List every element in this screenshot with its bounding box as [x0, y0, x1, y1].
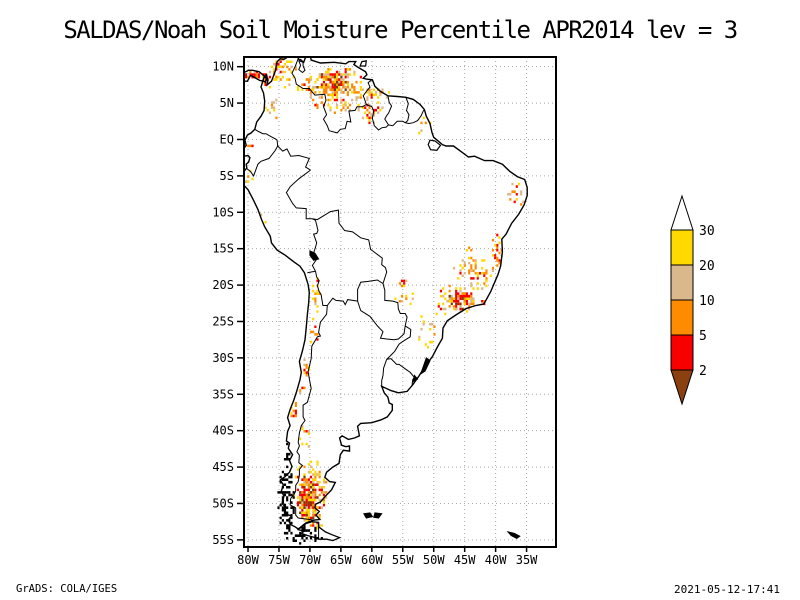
country-border	[384, 95, 393, 126]
country-border	[277, 145, 311, 171]
country-border	[289, 305, 328, 521]
lon-tick-label: 75W	[268, 553, 290, 567]
country-border	[245, 145, 279, 177]
lat-tick-label: 10N	[212, 60, 234, 74]
colorbar: 30 20 10 5 2	[670, 194, 715, 406]
lat-tick-label: 45S	[212, 460, 234, 474]
lat-tick-label: 10S	[212, 205, 234, 219]
colorbar-segment	[670, 264, 694, 301]
coastlines-and-borders	[244, 57, 528, 542]
lon-tick-label: 35W	[516, 553, 538, 567]
trinidad-island	[359, 60, 368, 67]
lon-tick-label: 65W	[330, 553, 352, 567]
lat-tick-label: 25S	[212, 314, 234, 328]
lon-tick-label: 70W	[299, 553, 321, 567]
country-border	[366, 104, 393, 131]
colorbar-tick-label: 20	[699, 259, 715, 274]
lat-tick-label: 20S	[212, 278, 234, 292]
country-border	[357, 279, 384, 302]
lat-tick-label: 30S	[212, 351, 234, 365]
colorbar-arrow-below-2	[670, 369, 694, 406]
lat-tick-label: 35S	[212, 387, 234, 401]
falkland-east-island	[373, 512, 383, 519]
colorbar-arrow-above-30	[670, 194, 694, 231]
country-border	[254, 128, 279, 147]
country-border	[263, 75, 268, 83]
lat-tick-label: 40S	[212, 424, 234, 438]
marajo-island	[427, 139, 442, 152]
lagoa-dos-patos	[419, 357, 431, 376]
falkland-west-island	[362, 512, 374, 519]
map-frame	[243, 56, 557, 548]
colorbar-segment	[670, 229, 694, 266]
lon-tick-label: 40W	[485, 553, 507, 567]
country-border	[291, 58, 330, 131]
lon-tick-label: 80W	[237, 553, 259, 567]
colorbar-segment	[670, 334, 694, 371]
lon-tick-label: 45W	[454, 553, 476, 567]
lat-tick-label: EQ	[220, 132, 234, 146]
country-border	[404, 97, 410, 124]
country-border	[285, 169, 313, 220]
colorbar-segment	[670, 299, 694, 336]
colorbar-tick-label: 30	[699, 224, 715, 239]
country-border	[386, 325, 412, 360]
country-border	[392, 120, 406, 127]
data-cells-7B3A00	[299, 73, 464, 520]
country-border	[357, 300, 406, 341]
country-border	[386, 358, 416, 385]
colorbar-tick-label: 10	[699, 294, 715, 309]
data-cells-F80000	[244, 60, 518, 527]
lon-tick-label: 60W	[361, 553, 383, 567]
lon-tick-label: 55W	[392, 553, 414, 567]
colorbar-tick-label: 2	[699, 364, 707, 379]
lat-tick-label: 15S	[212, 242, 234, 256]
plot-title: SALDAS/Noah Soil Moisture Percentile APR…	[63, 16, 738, 44]
country-border	[307, 270, 316, 274]
lon-tick-label: 50W	[423, 553, 445, 567]
country-border	[326, 297, 358, 306]
country-border	[382, 283, 408, 327]
grads-credit-text: GrADS: COLA/IGES	[16, 583, 118, 595]
lat-tick-label: 5S	[220, 169, 234, 183]
tierra-del-fuego-coastline	[296, 521, 342, 542]
lat-tick-label: 5N	[220, 96, 234, 110]
plot-timestamp: 2021-05-12-17:41	[674, 583, 780, 596]
longitude-axis: 80W 75W 70W 65W 60W 55W 50W 45W 40W 35W	[237, 547, 538, 567]
data-cells-000000	[277, 442, 323, 545]
country-border	[328, 104, 367, 134]
lat-tick-label: 55S	[212, 533, 234, 547]
continent-coastline	[244, 57, 528, 530]
country-border	[311, 218, 319, 272]
colorbar-tick-label: 5	[699, 329, 707, 344]
lake-maracaibo	[298, 58, 306, 74]
country-border	[315, 271, 328, 306]
country-border	[312, 209, 388, 284]
lat-tick-label: 50S	[212, 496, 234, 510]
soil-moisture-data-layer	[244, 57, 525, 545]
country-border	[362, 79, 373, 105]
country-border	[381, 359, 388, 387]
latitude-axis: 10N 5N EQ 5S 10S 15S 20S 25S 30S 35S 40S 45S 50S 55S	[212, 60, 244, 547]
country-border	[405, 109, 425, 125]
south-georgia-island	[506, 531, 521, 539]
